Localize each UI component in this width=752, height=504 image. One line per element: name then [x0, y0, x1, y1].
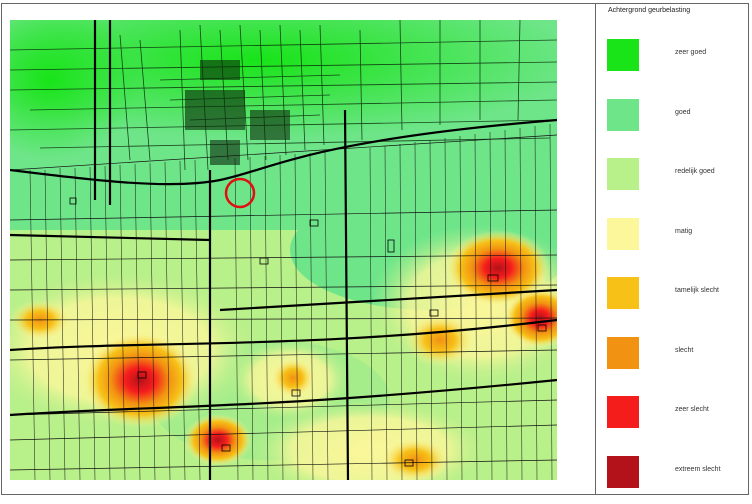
legend-swatch	[607, 336, 639, 369]
farm-buildings	[69, 197, 547, 467]
hotspot-east-mid	[406, 314, 474, 366]
legend-item: zeer goed	[596, 39, 748, 75]
location-marker[interactable]	[224, 177, 256, 209]
legend-swatch	[607, 98, 639, 131]
zone-zeer-goed-west	[10, 20, 140, 160]
legend-title: Achtergrond geurbelasting	[608, 7, 691, 14]
legend-label: zeer goed	[675, 49, 707, 56]
legend-divider	[595, 3, 596, 495]
field-parcels	[10, 134, 557, 471]
legend: Achtergrond geurbelasting zeer goed goed r…	[596, 4, 748, 494]
legend-item: matig	[596, 217, 748, 254]
legend-item: goed	[596, 98, 748, 135]
legend-label: goed	[675, 108, 691, 116]
legend-item: extreem slecht	[596, 455, 748, 492]
hotspot-south	[184, 414, 252, 466]
town-blocks	[185, 60, 290, 165]
zone-zeer-goed-north	[10, 20, 557, 140]
legend-swatch	[607, 277, 639, 309]
legend-swatch	[607, 39, 639, 71]
hotspot-south-east	[381, 438, 449, 480]
figure-frame	[1, 3, 749, 495]
legend-swatch	[607, 455, 639, 488]
legend-swatch	[607, 217, 639, 250]
legend-item: redelijk goed	[596, 158, 748, 194]
legend-swatch	[607, 396, 639, 428]
field-strips	[29, 123, 553, 480]
main-roads	[10, 20, 557, 480]
legend-item: zeer slecht	[596, 396, 748, 432]
legend-label: zeer slecht	[675, 406, 709, 413]
legend-swatch	[607, 158, 639, 190]
legend-item: slecht	[596, 336, 748, 373]
odour-map[interactable]	[10, 20, 557, 480]
hotspot-east	[446, 230, 550, 306]
legend-label: redelijk goed	[675, 168, 715, 175]
legend-label: matig	[675, 227, 693, 235]
legend-item: tamelijk slecht	[596, 277, 748, 313]
legend-label: slecht	[675, 346, 694, 354]
legend-label: tamelijk slecht	[675, 287, 719, 294]
hotspot-center	[271, 358, 315, 398]
caption-strip	[0, 495, 752, 504]
legend-label: extreem slecht	[675, 465, 721, 473]
